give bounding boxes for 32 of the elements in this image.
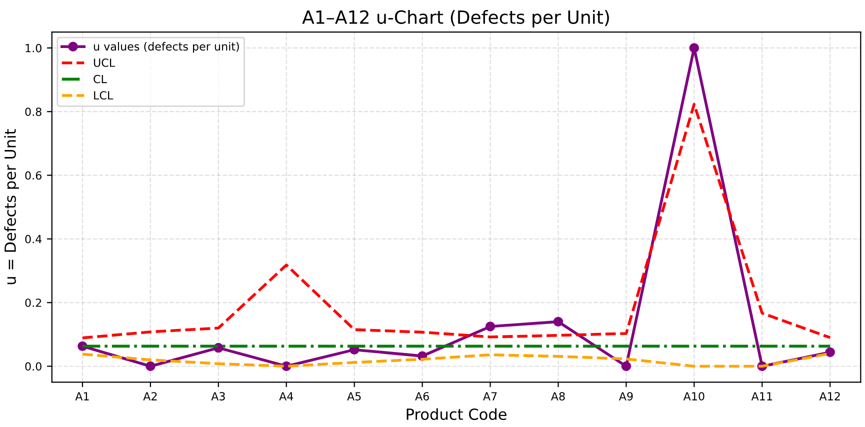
y-tick-label: 0.2 <box>25 298 42 307</box>
point <box>621 361 632 372</box>
x-axis-title: Product Code <box>406 408 506 420</box>
chart-title: A1–A12 u-Chart (Defects per Unit) <box>302 10 609 28</box>
legend-label: UCL <box>94 58 116 67</box>
y-tick-label: 0.0 <box>25 362 42 371</box>
x-tick-label: A5 <box>347 392 361 400</box>
y-tick-label: 0.8 <box>25 108 42 116</box>
x-tick-label: A9 <box>618 392 633 400</box>
legend-label: u values (defects per unit) <box>94 42 239 53</box>
x-tick-label: A10 <box>683 392 704 400</box>
x-tick-label: A11 <box>751 392 772 400</box>
x-tick-label: A7 <box>483 392 497 400</box>
x-tick-label: A1 <box>75 392 89 400</box>
line-series <box>81 102 832 340</box>
y-tick-label: 0.6 <box>25 171 42 180</box>
x-tick-label: A3 <box>211 392 225 400</box>
x-tick-label: A8 <box>550 392 565 400</box>
y-tick-label: 1.0 <box>26 44 42 52</box>
point <box>689 43 700 53</box>
legend-label: CL <box>94 74 107 84</box>
point <box>553 316 564 327</box>
x-tick-label: A6 <box>415 392 429 400</box>
x-tick-label: A12 <box>819 392 840 400</box>
y-tick-label: 0.4 <box>25 234 42 244</box>
point <box>146 361 156 372</box>
legend-label: LCL <box>94 91 114 100</box>
y-axis-title: u = Defects per Unit <box>4 129 19 284</box>
point <box>825 347 835 358</box>
x-tick-label: A2 <box>143 392 157 400</box>
point <box>485 322 496 332</box>
x-tick-label: A4 <box>279 392 294 400</box>
